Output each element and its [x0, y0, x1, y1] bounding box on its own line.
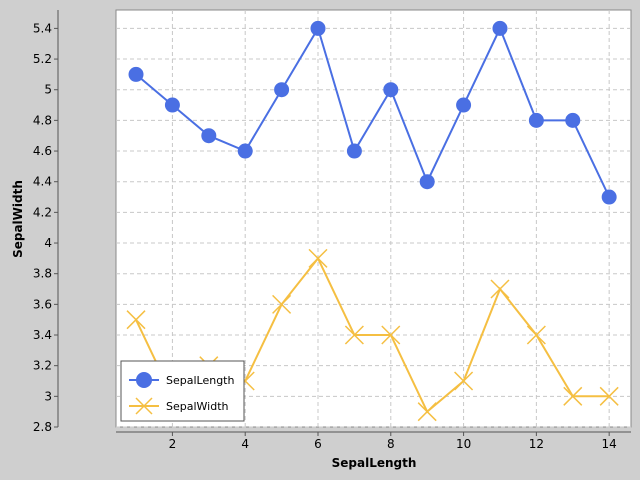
y-tick-label: 4: [44, 236, 52, 250]
data-point-sepallength: [310, 20, 326, 36]
data-point-sepallength: [492, 20, 508, 36]
data-point-sepallength: [274, 82, 290, 98]
data-point-sepalwidth: [454, 371, 474, 391]
data-point-sepallength: [601, 189, 617, 205]
data-point-sepallength: [128, 66, 144, 82]
y-tick-label: 4.6: [33, 144, 52, 158]
data-point-sepallength: [456, 97, 472, 113]
legend-label-sepalwidth: SepalWidth: [166, 400, 229, 413]
y-tick-label: 2.8: [33, 420, 52, 434]
x-axis-title: SepalLength: [332, 456, 417, 470]
data-point-sepallength: [201, 128, 217, 144]
x-tick-label: 10: [456, 437, 471, 451]
legend-marker-sepalwidth: [135, 397, 153, 415]
legend-box: [120, 360, 245, 422]
data-point-sepallength: [383, 82, 399, 98]
y-tick-label: 3.4: [33, 328, 52, 342]
y-axis-ticks: 2.8 3 3.2 3.4 3.6 3.8 4 4.2 4.4 4.6 4.8 5 5.2 5.4: [33, 21, 58, 434]
y-tick-label: 3: [44, 389, 52, 403]
y-tick-label: 5.4: [33, 21, 52, 35]
legend-marker-sepallength: [136, 372, 152, 388]
data-point-sepalwidth: [381, 325, 401, 345]
data-point-sepallength: [528, 112, 544, 128]
data-point-sepallength: [565, 112, 581, 128]
data-point-sepallength: [164, 97, 180, 113]
data-point-sepalwidth: [417, 402, 437, 422]
data-point-sepallength: [237, 143, 253, 159]
x-tick-label: 12: [529, 437, 544, 451]
y-axis-title: SepalWidth: [11, 180, 25, 258]
x-tick-label: 2: [169, 437, 177, 451]
data-point-sepallength: [419, 174, 435, 190]
data-point-sepalwidth: [563, 386, 583, 406]
x-tick-label: 6: [314, 437, 322, 451]
y-tick-label: 4.4: [33, 175, 52, 189]
x-tick-label: 8: [387, 437, 395, 451]
data-point-sepalwidth: [308, 248, 328, 268]
data-point-sepallength: [346, 143, 362, 159]
data-point-sepalwidth: [344, 325, 364, 345]
x-tick-label: 14: [602, 437, 617, 451]
y-tick-label: 3.8: [33, 267, 52, 281]
data-point-sepalwidth: [599, 386, 619, 406]
y-tick-label: 4.2: [33, 205, 52, 219]
data-point-sepalwidth: [526, 325, 546, 345]
y-tick-label: 3.6: [33, 297, 52, 311]
data-point-sepalwidth: [126, 310, 146, 330]
data-point-sepalwidth: [490, 279, 510, 299]
y-tick-label: 4.8: [33, 113, 52, 127]
plot-area: [115, 9, 632, 428]
x-axis-ticks: 2 4 6 8 10 12 14: [169, 432, 617, 451]
legend: SepalLength SepalWidth: [120, 360, 245, 422]
legend-label-sepallength: SepalLength: [166, 374, 234, 387]
data-point-sepalwidth: [272, 294, 292, 314]
y-tick-label: 5: [44, 83, 52, 97]
x-tick-label: 4: [241, 437, 249, 451]
y-tick-label: 5.2: [33, 52, 52, 66]
y-tick-label: 3.2: [33, 359, 52, 373]
